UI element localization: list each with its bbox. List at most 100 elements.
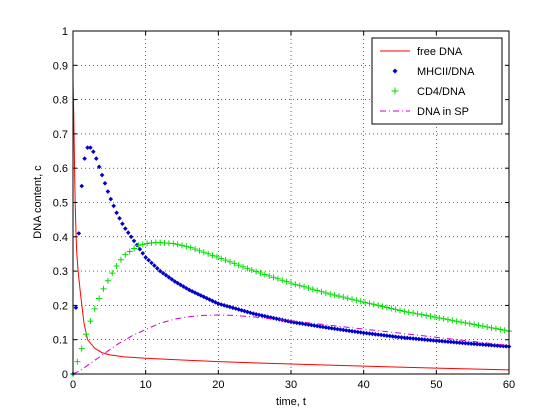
data-point [88, 145, 93, 150]
x-tick-label: 50 [430, 379, 442, 391]
series-layer [70, 82, 512, 377]
legend: free DNA MHCII/DNA CD4/DNA DNA in SP [371, 37, 503, 125]
data-point [207, 297, 212, 302]
legend-label: DNA in SP [417, 106, 469, 118]
data-point [341, 327, 346, 333]
data-point [370, 301, 377, 308]
data-point [388, 305, 395, 312]
data-point [477, 342, 483, 347]
data-point [375, 332, 381, 337]
data-point [144, 240, 151, 247]
data-point [355, 329, 361, 335]
data-point [416, 336, 422, 342]
data-point [378, 332, 384, 338]
data-point [314, 323, 320, 329]
data-point [244, 265, 251, 272]
legend-label: MHCII/DNA [417, 66, 475, 78]
data-point [113, 262, 120, 269]
data-point [503, 344, 509, 349]
series-mhcii-dna [70, 145, 512, 377]
data-point [425, 337, 430, 343]
data-point [468, 341, 474, 346]
data-point [479, 323, 486, 330]
y-tick-label: 0.7 [53, 129, 68, 141]
data-point [250, 311, 256, 316]
data-point [353, 297, 360, 304]
data-point [423, 312, 430, 319]
data-point [383, 304, 390, 311]
data-point [274, 275, 281, 282]
data-point [370, 331, 375, 337]
data-point [364, 330, 369, 336]
data-point [305, 285, 312, 292]
data-point [104, 277, 111, 284]
data-point [488, 324, 495, 331]
data-point [357, 298, 364, 305]
data-point [131, 238, 137, 244]
data-point [361, 330, 366, 336]
axes-ticks: 0 10 20 30 40 50 60 0 0.1 0.2 0.3 0.4 0.5 0.6 0.7 0.8 0.… [53, 26, 515, 391]
data-point [128, 234, 134, 240]
data-point [99, 172, 105, 178]
data-point [231, 260, 238, 267]
data-point [169, 277, 175, 282]
data-point [466, 320, 473, 327]
data-point [74, 358, 81, 365]
series-line [72, 82, 510, 371]
y-tick-label: 0.4 [53, 232, 68, 244]
legend-marker [392, 68, 398, 74]
data-point [242, 308, 247, 314]
data-point [457, 340, 462, 346]
grid [73, 31, 509, 374]
data-point [419, 337, 425, 342]
data-point [442, 339, 448, 344]
data-point [226, 258, 233, 265]
data-point [285, 318, 291, 324]
data-point [117, 256, 124, 263]
data-point [240, 263, 247, 270]
data-point [261, 271, 268, 278]
data-point [381, 333, 387, 338]
data-point [224, 303, 230, 309]
data-point [294, 320, 300, 326]
data-point [445, 339, 451, 345]
data-point [139, 241, 146, 248]
data-point [270, 274, 277, 281]
data-point [463, 340, 468, 346]
data-point [436, 338, 442, 344]
data-point [422, 337, 428, 342]
data-point [500, 343, 506, 349]
data-point [253, 268, 260, 275]
data-point [352, 329, 358, 334]
data-point [480, 342, 486, 347]
data-point [387, 333, 393, 339]
data-point [100, 285, 107, 292]
data-point [288, 319, 294, 325]
data-point [501, 327, 508, 334]
x-tick-label: 40 [358, 379, 370, 391]
data-point [186, 287, 192, 293]
data-point [323, 325, 329, 330]
data-point [262, 313, 268, 319]
data-point [322, 289, 329, 296]
data-point [384, 333, 390, 338]
data-point [492, 325, 499, 332]
data-point [152, 263, 157, 268]
data-point [195, 291, 201, 297]
data-point [279, 277, 286, 284]
data-point [349, 296, 356, 303]
data-point [453, 318, 460, 325]
y-tick-label: 0.8 [53, 95, 68, 107]
data-point [235, 262, 242, 269]
data-point [187, 244, 194, 251]
data-point [93, 156, 99, 161]
data-point [91, 305, 98, 312]
data-point [85, 145, 90, 150]
data-point [222, 257, 229, 264]
data-point [198, 293, 204, 298]
data-point [444, 316, 451, 323]
data-point [335, 293, 342, 300]
data-point [431, 314, 438, 321]
data-point [200, 249, 207, 256]
data-point [192, 290, 198, 296]
